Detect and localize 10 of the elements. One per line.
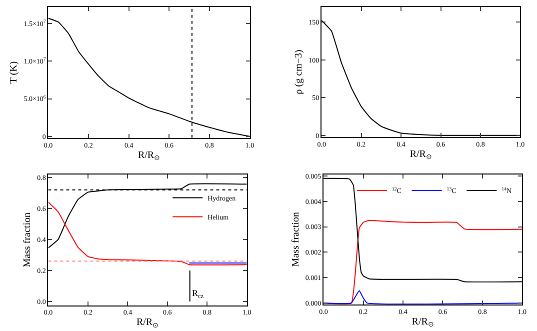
line-series	[48, 202, 247, 266]
annotation: R$_{cz}$	[192, 288, 204, 300]
y-axis-title: T (K)	[8, 61, 20, 84]
x-axis-title: R/R$_{⊙}$	[410, 148, 432, 161]
y-axis-title: Mass fraction	[22, 212, 34, 268]
x-axis-title: R/R$_{⊙}$	[138, 150, 160, 162]
y-axis-title: Mass fraction	[290, 212, 302, 267]
y-axis-title: ρ (g cm−3)	[294, 50, 305, 94]
x-axis-title: R/R$_{⊙}$	[412, 316, 434, 328]
x-axis-title: R/R$_{⊙}$	[136, 317, 159, 330]
